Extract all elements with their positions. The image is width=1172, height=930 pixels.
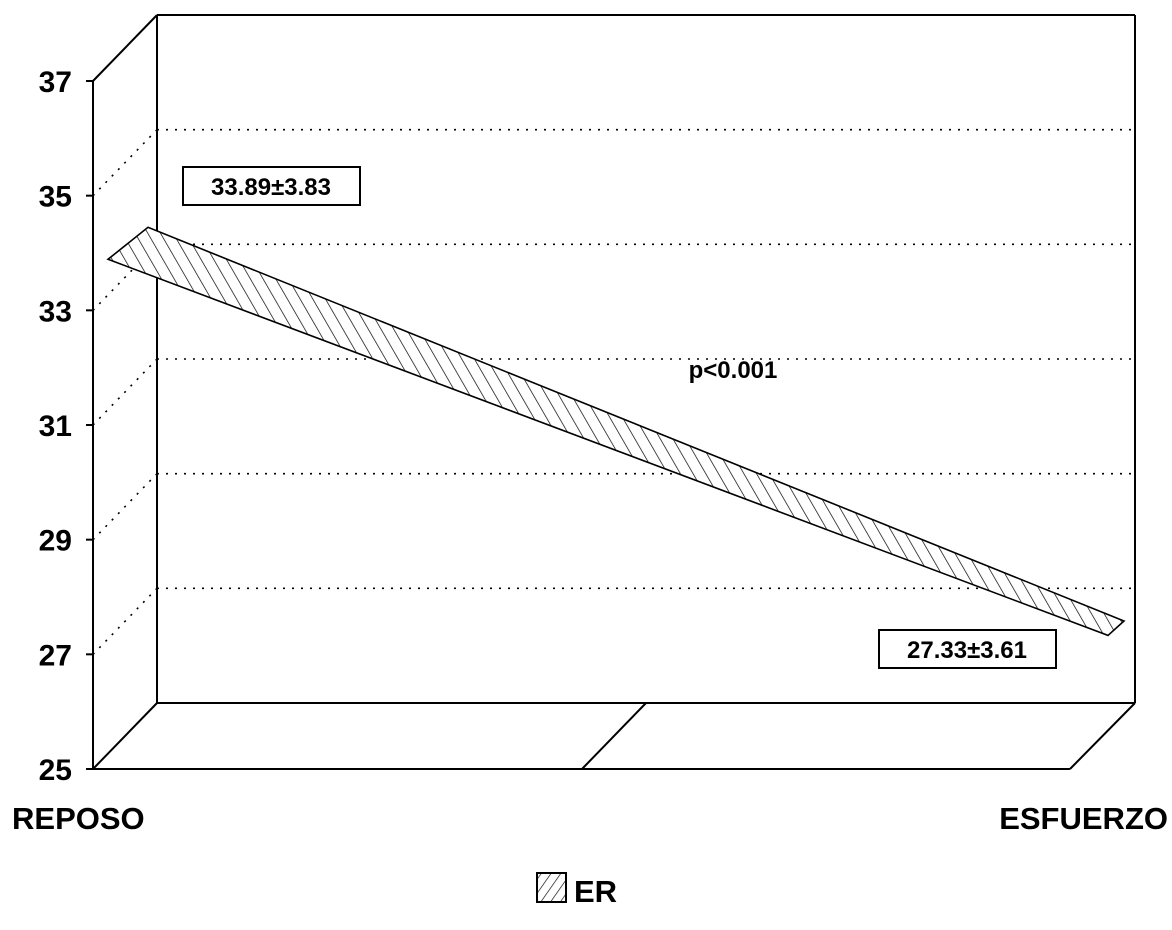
y-tick-label: 27 xyxy=(39,639,72,672)
gridline-wall xyxy=(92,129,158,197)
y-ticks: 25 27 29 31 33 35 37 xyxy=(39,66,93,787)
y-tick-label: 25 xyxy=(39,754,72,787)
annotation-reposo: 33.89±3.83 xyxy=(182,166,361,206)
series-er xyxy=(106,226,1126,637)
gridline-wall xyxy=(92,473,158,541)
depth-bottom-left xyxy=(92,702,158,770)
y-tick-label: 33 xyxy=(39,295,72,328)
annotation-esfuerzo: 27.33±3.61 xyxy=(878,629,1057,669)
depth-bottom-right xyxy=(1069,702,1136,770)
y-tick-label: 35 xyxy=(39,181,72,214)
series-er-ribbon xyxy=(106,226,1126,637)
annotation-esfuerzo-text: 27.33±3.61 xyxy=(907,637,1027,664)
gridline-wall xyxy=(92,358,158,426)
legend-swatch-er xyxy=(536,872,567,903)
p-value-annotation: p<0.001 xyxy=(689,357,778,384)
legend-label-er: ER xyxy=(574,874,617,909)
gridline-wall xyxy=(92,243,158,311)
annotation-reposo-text: 33.89±3.83 xyxy=(211,174,331,201)
grid xyxy=(92,128,1135,655)
depth-top-left xyxy=(92,14,158,82)
floor-divider xyxy=(581,702,647,770)
y-tick-label: 31 xyxy=(39,410,72,443)
y-tick-label: 29 xyxy=(39,525,72,558)
gridline-wall xyxy=(92,587,158,655)
y-tick-label: 37 xyxy=(39,66,72,99)
legend: ER xyxy=(536,872,617,909)
category-label-esfuerzo: ESFUERZO xyxy=(999,801,1168,836)
annotation-reposo-box xyxy=(182,166,361,206)
annotation-esfuerzo-box xyxy=(878,629,1057,669)
category-label-reposo: REPOSO xyxy=(12,801,145,836)
